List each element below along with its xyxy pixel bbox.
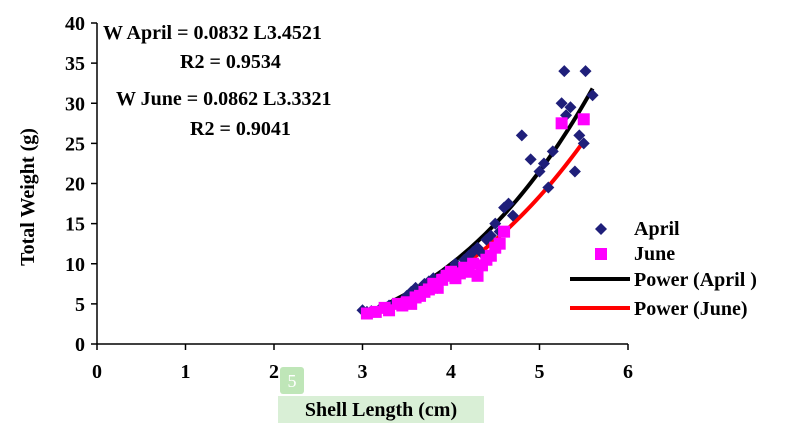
annotation-june-r2: R2 = 0.9041	[190, 118, 291, 140]
april-point	[564, 101, 577, 114]
power-june-curve	[361, 140, 586, 319]
scatter-points	[356, 65, 599, 320]
annotation-april-equation: W April = 0.0832 L3.4521	[103, 22, 322, 44]
legend-june-marker	[595, 248, 607, 260]
y-tick-label: 10	[65, 254, 85, 276]
april-point	[579, 65, 592, 78]
april-point	[568, 165, 581, 178]
april-point	[558, 65, 571, 78]
y-tick-label: 0	[75, 334, 85, 356]
y-tick-label: 40	[65, 13, 85, 35]
june-point	[555, 117, 568, 130]
x-tick-label: 3	[358, 361, 368, 383]
april-point	[502, 197, 515, 210]
legend-power-june-label: Power (June)	[634, 298, 748, 320]
overlay-badge	[280, 367, 304, 394]
april-point	[542, 181, 555, 194]
x-tick-label: 4	[446, 361, 456, 383]
annotation-june-equation: W June = 0.0862 L3.3321	[116, 88, 332, 110]
june-point	[471, 269, 484, 282]
y-tick-label: 30	[65, 93, 85, 115]
x-ticks: 0 1 2 3 4 5 6	[92, 344, 633, 383]
april-point	[555, 97, 568, 110]
june-point	[498, 225, 511, 238]
y-tick-label: 35	[65, 53, 85, 75]
legend-april-marker	[595, 223, 607, 235]
june-point	[577, 113, 590, 126]
april-point	[515, 129, 528, 142]
legend: April June Power (April ) Power (June)	[570, 218, 757, 320]
x-tick-label: 0	[92, 361, 102, 383]
legend-june-label: June	[634, 243, 675, 265]
legend-power-april-label: Power (April )	[634, 269, 757, 291]
april-point	[586, 89, 599, 102]
y-tick-label: 5	[75, 294, 85, 316]
x-tick-label: 6	[623, 361, 633, 383]
april-point	[577, 137, 590, 150]
xlabel-highlight	[278, 396, 484, 423]
x-axis-label: Shell Length (cm)	[305, 399, 457, 421]
legend-april-label: April	[634, 218, 680, 240]
overlay-badge-text: 5	[288, 371, 297, 391]
equation-annotations: W April = 0.0832 L3.4521 R2 = 0.9534 W J…	[103, 22, 332, 140]
y-ticks: 0 5 10 15 20 25 30 35 40	[65, 13, 97, 356]
x-tick-label: 2	[269, 361, 279, 383]
y-tick-label: 20	[65, 174, 85, 196]
x-tick-label: 1	[181, 361, 191, 383]
y-axis-label: Total Weight (g)	[17, 128, 39, 266]
x-tick-label: 5	[535, 361, 545, 383]
april-point	[573, 129, 586, 142]
april-point	[506, 209, 519, 222]
april-point	[524, 153, 537, 166]
y-tick-label: 25	[65, 133, 85, 155]
annotation-april-r2: R2 = 0.9534	[180, 51, 281, 73]
april-point	[546, 145, 559, 158]
y-tick-label: 15	[65, 214, 85, 236]
april-point	[537, 157, 550, 170]
june-point	[493, 237, 506, 250]
april-point	[533, 165, 546, 178]
